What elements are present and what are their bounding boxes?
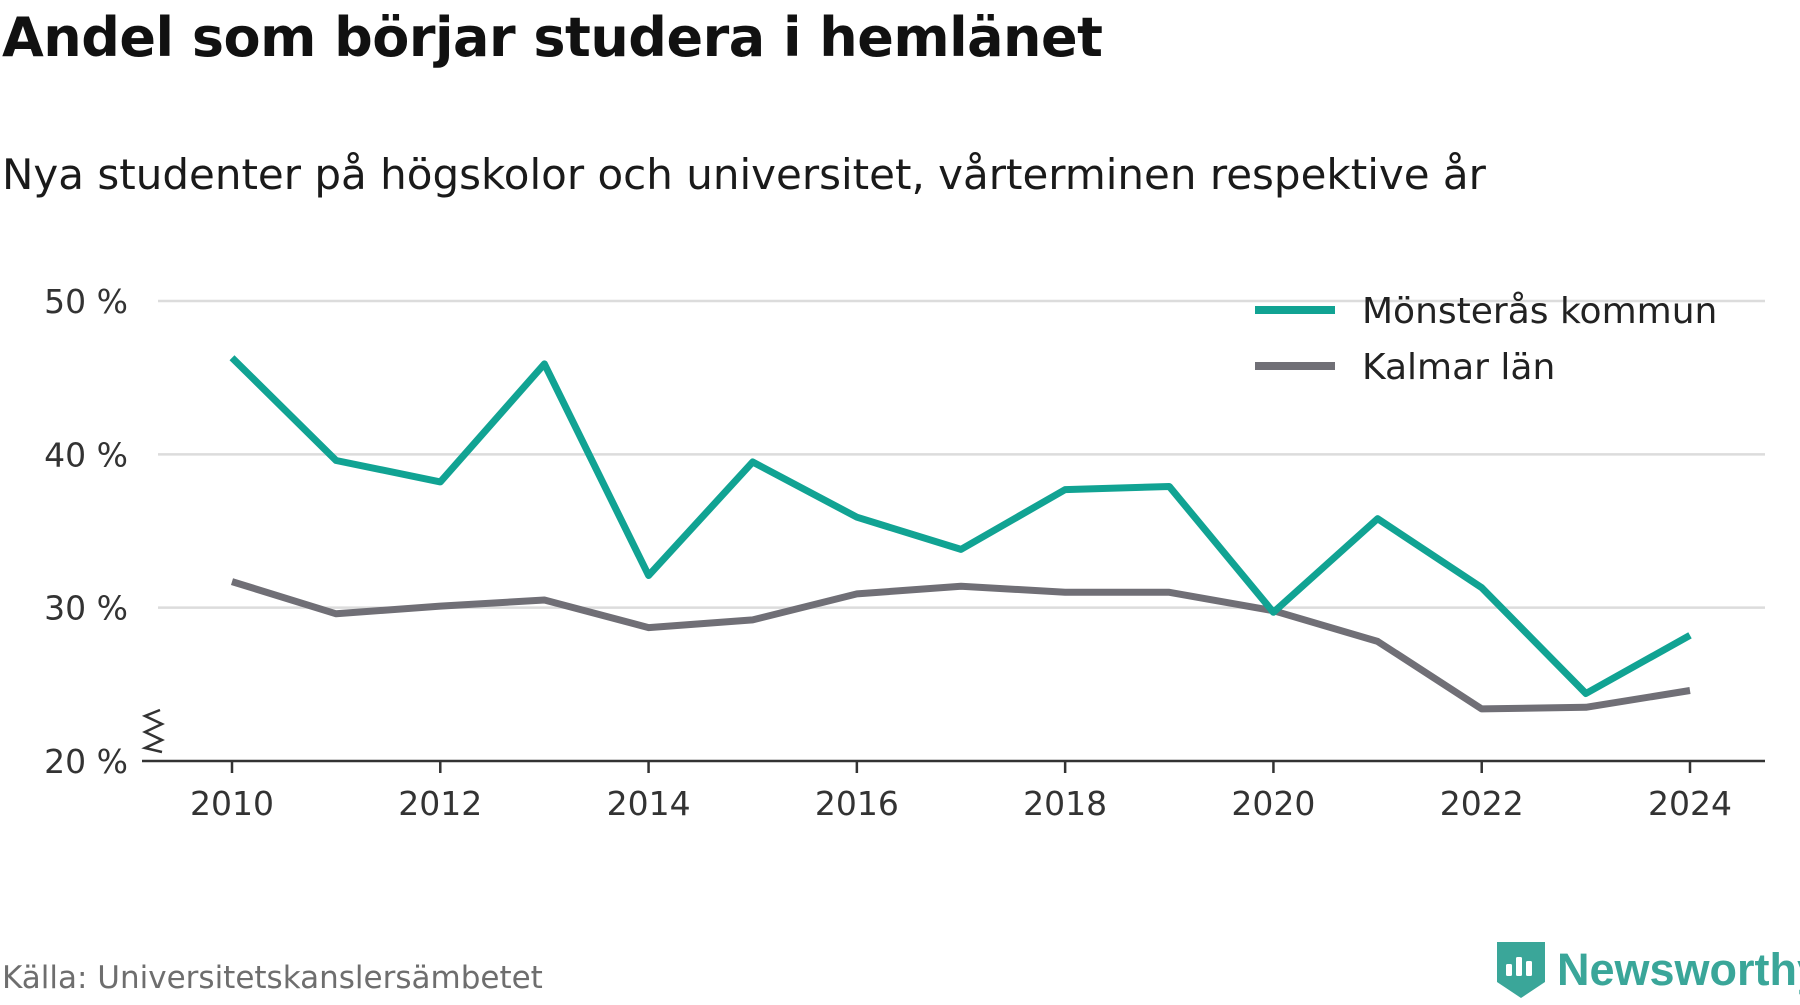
legend: Mönsterås kommun Kalmar län	[1255, 291, 1717, 388]
y-tick-label-20: 20 %	[44, 742, 128, 781]
x-tick-label-2014: 2014	[607, 784, 691, 823]
x-tick-label-2016: 2016	[815, 784, 899, 823]
x-tick-label-2024: 2024	[1648, 784, 1732, 823]
chart-subtitle: Nya studenter på högskolor och universit…	[2, 150, 1486, 199]
x-tick-label-2022: 2022	[1440, 784, 1524, 823]
series-line-kalmar-l-n	[230, 578, 1691, 713]
x-tick-label-2020: 2020	[1231, 784, 1315, 823]
brand-name: Newsworthy	[1557, 944, 1800, 995]
series-line-m-nster-s-kommun	[229, 355, 1692, 697]
y-axis-break-icon	[141, 708, 165, 754]
legend-label-kalmar-l-n: Kalmar län	[1362, 347, 1555, 388]
y-tick-label-30: 30 %	[44, 589, 128, 628]
chart-title: Andel som börjar studera i hemlänet	[2, 6, 1103, 69]
series-lines	[229, 355, 1692, 713]
axis-break-zigzag	[141, 708, 165, 754]
y-axis-labels: 20 % 30 % 40 % 50 %	[44, 282, 128, 781]
y-tick-label-50: 50 %	[44, 282, 128, 321]
source-note: Källa: Universitetskanslersämbetet	[2, 960, 543, 996]
y-tick-label-40: 40 %	[44, 435, 128, 474]
brand-logo: Newsworthy	[1495, 935, 1800, 1005]
x-tick-label-2018: 2018	[1023, 784, 1107, 823]
x-axis: 2010 2012 2014 2016 2018 2020 2022 2024	[142, 759, 1765, 823]
x-tick-label-2012: 2012	[398, 784, 482, 823]
line-chart: 2010 2012 2014 2016 2018 2020 2022 2024 20 % 30 …	[44, 282, 1765, 823]
legend-label-m-nster-s-kommun: Mönsterås kommun	[1362, 291, 1717, 332]
bar-chart-shield-icon	[1497, 942, 1545, 998]
x-tick-label-2010: 2010	[190, 784, 274, 823]
